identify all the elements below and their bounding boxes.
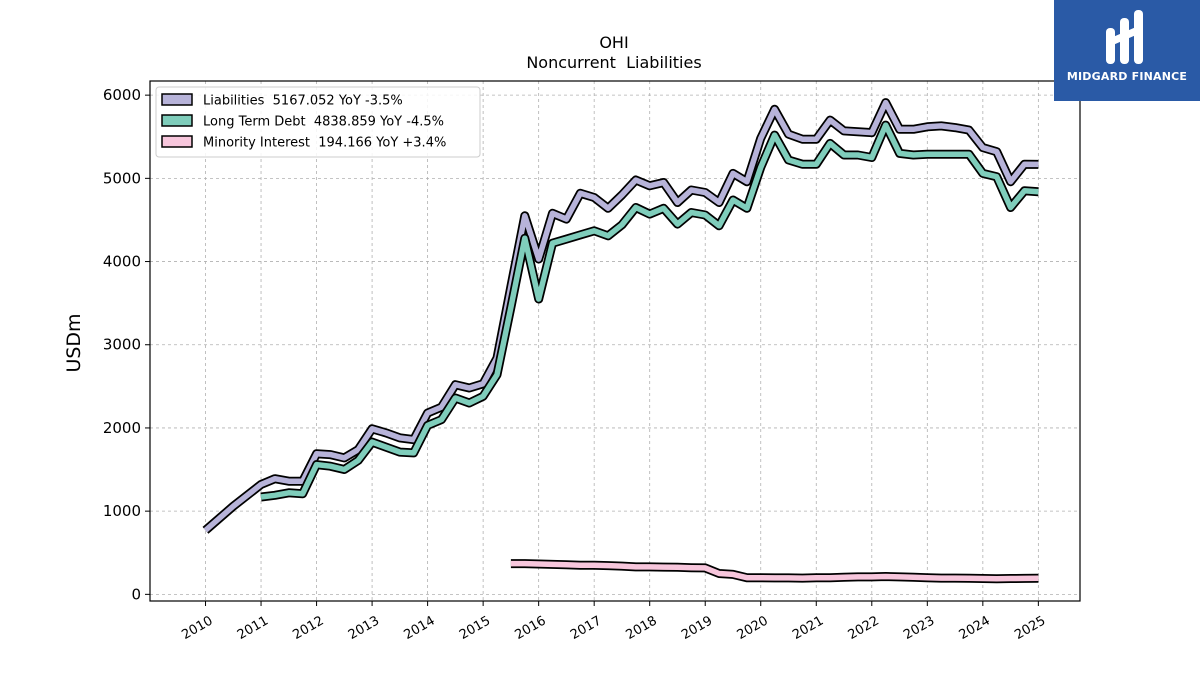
x-tick-label: 2012 [290, 613, 326, 643]
x-tick-label: 2020 [735, 613, 771, 643]
legend-swatch-minority-interest [161, 135, 193, 148]
series-line-liabilities [203, 99, 1039, 533]
x-tick-label: 2023 [901, 613, 937, 643]
y-tick-label: 4000 [103, 253, 141, 271]
legend-swatch-liabilities [161, 93, 193, 106]
x-tick-label: 2017 [568, 613, 604, 643]
axis-ticks: 2010 2011 2012 2013 2014 2015 2016 2017 2018 2019… [103, 86, 1049, 643]
chart-title: OHI [599, 33, 628, 52]
plot-area-frame [149, 80, 1081, 602]
x-tick-label: 2014 [401, 613, 437, 643]
y-tick-label: 2000 [103, 419, 141, 437]
x-tick-label: 2011 [235, 613, 271, 643]
logo-text: MIDGARD FINANCE [1066, 70, 1188, 83]
chart-subtitle: Noncurrent Liabilities [526, 53, 701, 72]
x-tick-label: 2013 [346, 613, 382, 643]
y-tick-label: 1000 [103, 502, 141, 520]
x-tick-label: 2024 [957, 613, 993, 643]
legend-label-long-term-debt: Long Term Debt 4838.859 YoY -4.5% [203, 115, 444, 130]
legend: Liabilities 5167.052 YoY -3.5% Long Term… [155, 86, 481, 158]
logo-mark-icon [1106, 10, 1143, 64]
y-tick-label: 3000 [103, 336, 141, 354]
series-layer [202, 98, 1039, 584]
x-tick-label: 2021 [790, 613, 826, 643]
y-tick-label: 5000 [103, 169, 141, 187]
grid [150, 81, 1080, 601]
x-tick-label: 2010 [179, 613, 215, 643]
x-tick-label: 2025 [1012, 613, 1048, 643]
series-line-long-term-debt [260, 122, 1039, 500]
y-tick-label: 6000 [103, 86, 141, 104]
legend-label-liabilities: Liabilities 5167.052 YoY -3.5% [203, 94, 403, 109]
legend-swatch-long-term-debt [161, 114, 193, 127]
x-tick-label: 2022 [846, 613, 882, 643]
x-tick-label: 2019 [679, 613, 715, 643]
logo: MIDGARD FINANCE [1054, 0, 1200, 101]
x-tick-label: 2015 [457, 613, 493, 643]
y-axis-label: USDm [63, 313, 85, 372]
x-tick-label: 2018 [624, 613, 660, 643]
legend-box [155, 86, 481, 158]
y-tick-label: 0 [131, 585, 141, 603]
x-tick-label: 2016 [512, 613, 548, 643]
series-line-minority-interest [510, 560, 1039, 582]
legend-label-minority-interest: Minority Interest 194.166 YoY +3.4% [203, 136, 446, 151]
